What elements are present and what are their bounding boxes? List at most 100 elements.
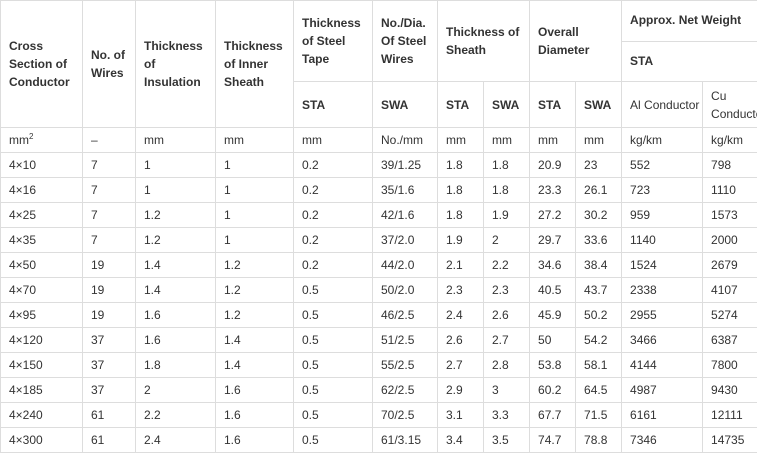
cell-sheath-swa: 1.9	[482, 202, 531, 228]
cell-diameter-swa: 71.5	[575, 402, 623, 428]
cell-diameter-swa: 30.2	[575, 202, 623, 228]
cell-diameter-swa: 54.2	[575, 327, 623, 353]
unit-no-wires: –	[82, 127, 136, 153]
header-row-main: Cross Section of Conductor No. of Wires …	[0, 0, 757, 128]
cell-inner-sheath: 1.2	[215, 277, 294, 303]
cell-weight-cu: 5274	[702, 302, 757, 328]
table-row: 4×150 37 1.8 1.4 0.5 55/2.5 2.7 2.8 53.8 58.1 4144…	[0, 352, 757, 378]
cell-weight-al: 3466	[621, 327, 704, 353]
cell-diameter-swa: 26.1	[575, 177, 623, 203]
cell-weight-cu: 1573	[702, 202, 757, 228]
cell-diameter-swa: 38.4	[575, 252, 623, 278]
unit-weight-al: kg/km	[621, 127, 704, 153]
data-rows: 4×10 7 1 1 0.2 39/1.25 1.8 1.8 20.9 23 552 798 4×16 7…	[0, 152, 757, 453]
cell-diameter-sta: 23.3	[529, 177, 577, 203]
table-row: 4×10 7 1 1 0.2 39/1.25 1.8 1.8 20.9 23 552 798	[0, 152, 757, 178]
cell-steel-wires: 62/2.5	[372, 377, 438, 403]
cell-diameter-sta: 29.7	[529, 227, 577, 253]
header-no-wires: No. of Wires	[82, 0, 136, 128]
cell-weight-al: 2955	[621, 302, 704, 328]
cell-weight-cu: 9430	[702, 377, 757, 403]
cell-weight-cu: 2000	[702, 227, 757, 253]
table-row: 4×25 7 1.2 1 0.2 42/1.6 1.8 1.9 27.2 30.2 959 1573	[0, 202, 757, 228]
table-row: 4×16 7 1 1 0.2 35/1.6 1.8 1.8 23.3 26.1 723 1110	[0, 177, 757, 203]
cell-diameter-swa: 43.7	[575, 277, 623, 303]
cell-diameter-sta: 53.8	[529, 352, 577, 378]
unit-diameter-sta: mm	[529, 127, 577, 153]
cell-insulation: 1	[135, 152, 216, 178]
cell-steel-wires: 51/2.5	[372, 327, 438, 353]
cell-steel-tape: 0.2	[293, 177, 373, 203]
cell-no-wires: 7	[82, 202, 136, 228]
cell-diameter-sta: 40.5	[529, 277, 577, 303]
cell-inner-sheath: 1	[215, 227, 294, 253]
cell-no-wires: 19	[82, 302, 136, 328]
cell-no-wires: 19	[82, 277, 136, 303]
cell-inner-sheath: 1.2	[215, 302, 294, 328]
cell-steel-wires: 37/2.0	[372, 227, 438, 253]
unit-steel-wires: No./mm	[372, 127, 438, 153]
cell-weight-cu: 4107	[702, 277, 757, 303]
unit-sheath-swa: mm	[482, 127, 531, 153]
cell-steel-tape: 0.2	[293, 252, 373, 278]
cell-insulation: 1.6	[135, 302, 216, 328]
cell-weight-al: 4987	[621, 377, 704, 403]
cell-weight-al: 1524	[621, 252, 704, 278]
cell-insulation: 1.2	[135, 227, 216, 253]
cell-cross-section: 4×185	[0, 377, 83, 403]
cell-no-wires: 19	[82, 252, 136, 278]
cell-cross-section: 4×150	[0, 352, 83, 378]
table-row: 4×95 19 1.6 1.2 0.5 46/2.5 2.4 2.6 45.9 50.2 2955 5…	[0, 302, 757, 328]
cell-steel-wires: 35/1.6	[372, 177, 438, 203]
cell-steel-wires: 70/2.5	[372, 402, 438, 428]
cell-inner-sheath: 1.4	[215, 352, 294, 378]
cell-cross-section: 4×120	[0, 327, 83, 353]
cell-sheath-sta: 2.4	[437, 302, 484, 328]
cell-steel-tape: 0.5	[293, 352, 373, 378]
cell-inner-sheath: 1.6	[215, 402, 294, 428]
table-row: 4×185 37 2 1.6 0.5 62/2.5 2.9 3 60.2 64.5 4987 9430	[0, 377, 757, 403]
header-cross-section: Cross Section of Conductor	[0, 0, 83, 128]
cell-sheath-sta: 1.8	[437, 177, 484, 203]
cell-diameter-swa: 33.6	[575, 227, 623, 253]
cell-diameter-sta: 67.7	[529, 402, 577, 428]
cell-weight-cu: 7800	[702, 352, 757, 378]
cell-sheath-swa: 2.6	[482, 302, 531, 328]
header-thickness-inner-sheath: Thickness of Inner Sheath	[215, 0, 294, 128]
cell-weight-cu: 1110	[702, 177, 757, 203]
cell-sheath-swa: 1.8	[482, 177, 531, 203]
cell-diameter-swa: 23	[575, 152, 623, 178]
cell-insulation: 1.4	[135, 252, 216, 278]
cell-steel-tape: 0.2	[293, 152, 373, 178]
cell-sheath-swa: 2.8	[482, 352, 531, 378]
cell-inner-sheath: 1.4	[215, 327, 294, 353]
cell-cross-section: 4×70	[0, 277, 83, 303]
table-row: 4×35 7 1.2 1 0.2 37/2.0 1.9 2 29.7 33.6 1140 2000	[0, 227, 757, 253]
subheader-al-conductor: Al Conductor	[621, 81, 704, 128]
cell-sheath-sta: 3.1	[437, 402, 484, 428]
cell-diameter-sta: 20.9	[529, 152, 577, 178]
cell-sheath-swa: 2	[482, 227, 531, 253]
cell-no-wires: 7	[82, 152, 136, 178]
cell-steel-tape: 0.2	[293, 202, 373, 228]
cell-weight-al: 7346	[621, 427, 704, 453]
cell-steel-tape: 0.5	[293, 302, 373, 328]
cell-inner-sheath: 1	[215, 152, 294, 178]
subheader-cu-conductor: Cu Conductor	[702, 81, 757, 128]
subheader-diameter-sta: STA	[529, 81, 577, 128]
cell-diameter-swa: 64.5	[575, 377, 623, 403]
cell-sheath-sta: 1.8	[437, 152, 484, 178]
header-sta-group: STA	[630, 54, 654, 68]
unit-inner-sheath: mm	[215, 127, 294, 153]
cell-weight-al: 2338	[621, 277, 704, 303]
cell-insulation: 1.8	[135, 352, 216, 378]
table-row: 4×70 19 1.4 1.2 0.5 50/2.0 2.3 2.3 40.5 43.7 2338 4…	[0, 277, 757, 303]
cell-weight-al: 4144	[621, 352, 704, 378]
cell-diameter-swa: 78.8	[575, 427, 623, 453]
unit-cross-section: mm2	[0, 127, 83, 153]
subheader-sheath-swa: SWA	[482, 81, 531, 128]
cell-steel-wires: 55/2.5	[372, 352, 438, 378]
cell-steel-wires: 39/1.25	[372, 152, 438, 178]
